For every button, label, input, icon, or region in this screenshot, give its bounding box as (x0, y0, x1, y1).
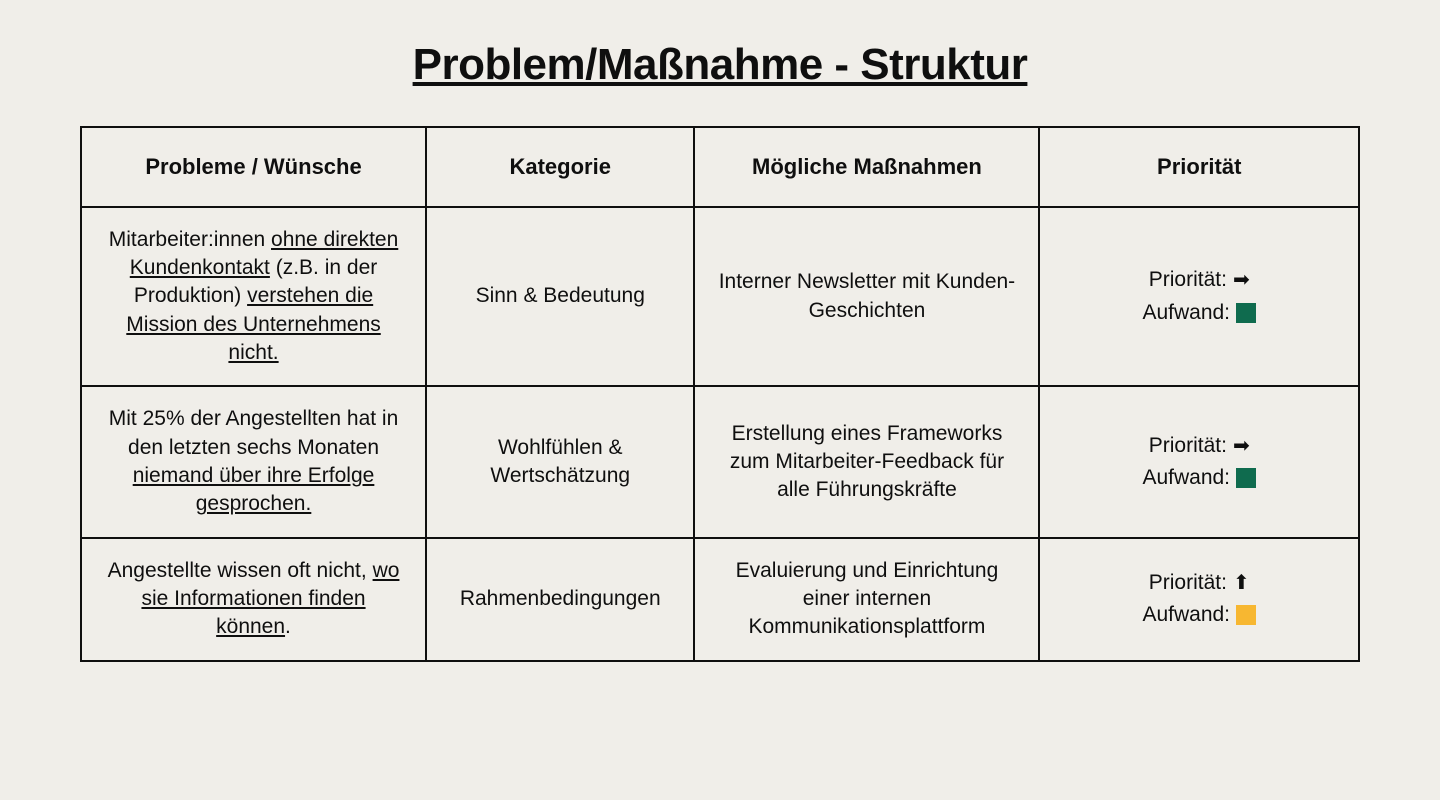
effort-swatch (1236, 303, 1256, 323)
category-cell: Wohlfühlen & Wertschätzung (426, 386, 694, 537)
col-actions: Mögliche Maßnahmen (694, 127, 1039, 207)
table-row: Angestellte wissen oft nicht, wo sie Inf… (81, 538, 1359, 661)
problem-cell: Angestellte wissen oft nicht, wo sie Inf… (81, 538, 426, 661)
priority-label: Priorität: (1149, 432, 1227, 460)
table-row: Mit 25% der Angestellten hat in den letz… (81, 386, 1359, 537)
table-row: Mitarbeiter:innen ohne direkten Kundenko… (81, 207, 1359, 387)
effort-swatch (1236, 605, 1256, 625)
col-category: Kategorie (426, 127, 694, 207)
col-priority: Priorität (1039, 127, 1359, 207)
table-header-row: Probleme / Wünsche Kategorie Mögliche Ma… (81, 127, 1359, 207)
category-cell: Rahmenbedingungen (426, 538, 694, 661)
effort-label: Aufwand: (1142, 464, 1230, 492)
arrow-right-icon: ➡ (1233, 436, 1250, 456)
action-cell: Evaluierung und Einrichtung einer intern… (694, 538, 1039, 661)
effort-label: Aufwand: (1142, 601, 1230, 629)
col-problems: Probleme / Wünsche (81, 127, 426, 207)
priority-label: Priorität: (1149, 266, 1227, 294)
category-cell: Sinn & Bedeutung (426, 207, 694, 387)
page-title: Problem/Maßnahme - Struktur (80, 40, 1360, 90)
effort-label: Aufwand: (1142, 299, 1230, 327)
arrow-up-icon: ⬆ (1233, 573, 1250, 593)
effort-swatch (1236, 468, 1256, 488)
problem-table: Probleme / Wünsche Kategorie Mögliche Ma… (80, 126, 1360, 662)
problem-cell: Mitarbeiter:innen ohne direkten Kundenko… (81, 207, 426, 387)
priority-cell: Priorität: ⬆Aufwand: (1039, 538, 1359, 661)
action-cell: Interner Newsletter mit Kunden-Geschicht… (694, 207, 1039, 387)
priority-label: Priorität: (1149, 569, 1227, 597)
priority-cell: Priorität: ➡Aufwand: (1039, 386, 1359, 537)
action-cell: Erstellung eines Frameworks zum Mitarbei… (694, 386, 1039, 537)
problem-cell: Mit 25% der Angestellten hat in den letz… (81, 386, 426, 537)
priority-cell: Priorität: ➡Aufwand: (1039, 207, 1359, 387)
arrow-right-icon: ➡ (1233, 270, 1250, 290)
